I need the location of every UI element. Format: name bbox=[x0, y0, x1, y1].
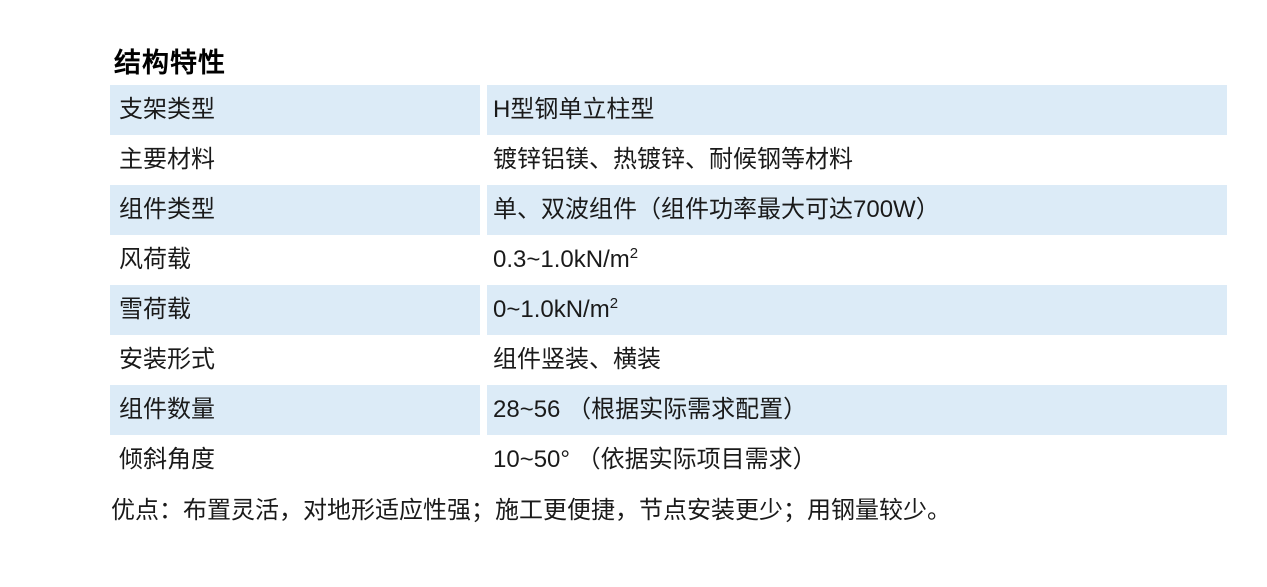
row-label: 安装形式 bbox=[119, 346, 215, 373]
column-gap bbox=[480, 235, 487, 285]
spec-table: 支架类型 H型钢单立柱型 主要材料 镀锌铝镁、热镀锌、耐候钢等材料 组件类型 单… bbox=[110, 85, 1227, 485]
column-gap bbox=[480, 335, 487, 385]
row-label: 雪荷载 bbox=[110, 285, 480, 335]
superscript: 2 bbox=[609, 295, 619, 312]
table-row-install-form: 安装形式 组件竖装、横装 bbox=[110, 335, 1227, 385]
row-value: 0~1.0kN/m2 bbox=[487, 285, 1227, 335]
row-label: 组件类型 bbox=[110, 185, 480, 235]
row-label: 倾斜角度 bbox=[119, 446, 215, 473]
row-value: 10~50° （依据实际项目需求） bbox=[493, 446, 817, 473]
row-label: 风荷载 bbox=[119, 246, 191, 273]
page-title: 结构特性 bbox=[114, 48, 226, 78]
column-gap bbox=[480, 285, 487, 335]
column-gap bbox=[480, 385, 487, 435]
row-value: 单、双波组件（组件功率最大可达700W） bbox=[487, 185, 1227, 235]
table-row-wind-load: 风荷载 0.3~1.0kN/m2 bbox=[110, 235, 1227, 285]
table-row-tilt-angle: 倾斜角度 10~50° （依据实际项目需求） bbox=[110, 435, 1227, 485]
table-row-main-material: 主要材料 镀锌铝镁、热镀锌、耐候钢等材料 bbox=[110, 135, 1227, 185]
column-gap bbox=[480, 185, 487, 235]
table-row-module-count: 组件数量 28~56 （根据实际需求配置） bbox=[110, 385, 1227, 435]
row-value: 镀锌铝镁、热镀锌、耐候钢等材料 bbox=[493, 146, 853, 173]
superscript: 2 bbox=[629, 245, 639, 262]
row-value: 组件竖装、横装 bbox=[493, 346, 661, 373]
row-value: 28~56 （根据实际需求配置） bbox=[487, 385, 1227, 435]
row-value: H型钢单立柱型 bbox=[487, 85, 1227, 135]
row-value-text: 0~1.0kN/m bbox=[493, 296, 610, 323]
table-row-snow-load: 雪荷载 0~1.0kN/m2 bbox=[110, 285, 1227, 335]
row-label: 组件数量 bbox=[110, 385, 480, 435]
column-gap bbox=[480, 85, 487, 135]
row-label: 主要材料 bbox=[119, 146, 215, 173]
row-label: 支架类型 bbox=[110, 85, 480, 135]
row-value-text: 0.3~1.0kN/m bbox=[493, 246, 630, 273]
table-row-bracket-type: 支架类型 H型钢单立柱型 bbox=[110, 85, 1227, 135]
column-gap bbox=[480, 435, 487, 485]
advantages-note: 优点：布置灵活，对地形适应性强；施工更便捷，节点安装更少；用钢量较少。 bbox=[111, 497, 951, 524]
row-value: 0.3~1.0kN/m2 bbox=[487, 235, 1227, 285]
table-row-module-type: 组件类型 单、双波组件（组件功率最大可达700W） bbox=[110, 185, 1227, 235]
column-gap bbox=[480, 135, 487, 185]
